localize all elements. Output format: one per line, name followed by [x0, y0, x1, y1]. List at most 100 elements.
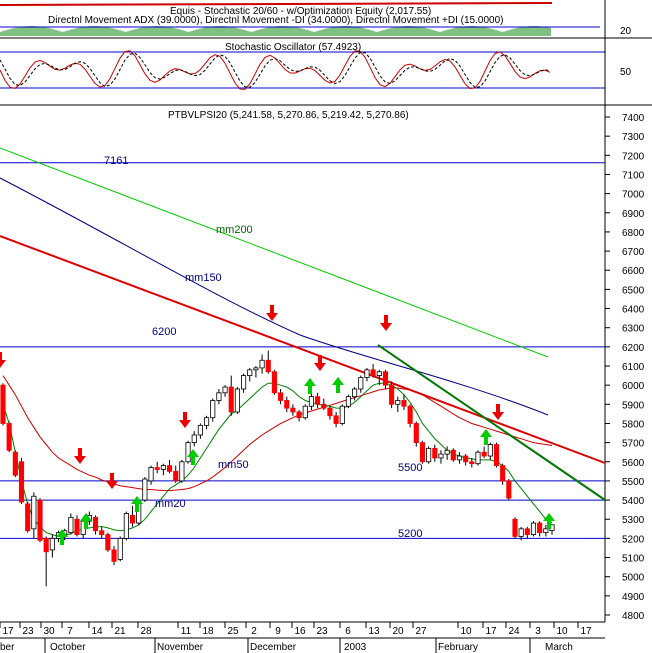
- sell-arrow-icon: [74, 448, 86, 464]
- candle-body: [290, 407, 296, 413]
- sell-arrow-icon: [179, 412, 191, 428]
- y-tick-label: 5800: [622, 419, 645, 430]
- candle-body: [123, 513, 129, 539]
- buy-arrow-icon: [480, 429, 492, 445]
- candle-body: [259, 359, 265, 369]
- y-axis: 4800 4900 5000 5100 5200 5300 5400 5500 5600 5700…: [605, 113, 645, 622]
- candle-body: [382, 371, 389, 386]
- candle-body: [197, 424, 203, 436]
- sell-arrow-icon: [314, 355, 326, 371]
- candle-body: [284, 400, 290, 409]
- candle-body: [481, 451, 487, 457]
- candle-body: [222, 386, 228, 394]
- candle-body: [204, 417, 210, 426]
- y-tick-label: 7100: [622, 170, 645, 181]
- candle-body: [31, 495, 37, 530]
- candle-body: [0, 384, 6, 424]
- candle-body: [49, 537, 55, 551]
- label-mm50: mm50: [218, 459, 249, 471]
- candle-body: [512, 518, 518, 537]
- mm150-line: [0, 177, 549, 416]
- y-tick-label: 7200: [622, 151, 645, 162]
- y-tick-label: 6000: [622, 381, 645, 392]
- x-axis: 17 23 30 7 14 21 28 11 18 25 2 9 16 23 6 13 20 27 10 17 24 3 1…: [0, 622, 592, 637]
- month-labels: ber October November December 2003 February Ma…: [0, 638, 573, 653]
- candle-body: [92, 516, 99, 532]
- buy-arrow-icon: [543, 513, 555, 529]
- month-label: ber: [0, 642, 15, 653]
- month-label: October: [50, 642, 86, 653]
- x-tick-label: 27: [415, 626, 427, 637]
- stochastic-panel: Stochastic Oscillator (57.4923) 50: [0, 42, 632, 90]
- month-label: December: [250, 642, 297, 653]
- candle-body: [389, 384, 395, 405]
- candle-body: [327, 407, 333, 417]
- candle-body: [358, 377, 364, 390]
- x-tick-label: 23: [316, 626, 328, 637]
- sell-arrow-icon: [380, 315, 392, 331]
- label-mm150: mm150: [185, 272, 222, 284]
- downtrend-trendline: [377, 344, 606, 501]
- sell-arrow-icon: [492, 404, 504, 420]
- candle-body: [68, 516, 74, 534]
- y-tick-label: 5600: [622, 458, 645, 469]
- candle-body: [216, 392, 222, 401]
- candle-body: [265, 359, 271, 373]
- x-tick-label: 10: [556, 626, 568, 637]
- candle-body: [426, 447, 432, 463]
- stoch-d-line: [0, 52, 551, 88]
- x-tick-label: 24: [508, 626, 520, 637]
- candle-body: [333, 415, 339, 424]
- candle-body: [469, 461, 475, 465]
- price-title: PTBVLPSI20 (5,241.58, 5,270.86, 5,219.42…: [168, 110, 409, 121]
- candle-body: [74, 518, 80, 535]
- y-tick-label: 4900: [622, 592, 645, 603]
- y-tick-label: 5700: [622, 439, 645, 450]
- candle-body: [395, 400, 401, 405]
- candle-body: [432, 447, 438, 459]
- candle-body: [364, 369, 370, 378]
- candle-body: [166, 465, 173, 472]
- y-tick-label: 6800: [622, 228, 645, 239]
- y-tick-label: 5400: [622, 496, 645, 507]
- candle-body: [500, 465, 506, 482]
- candle-body: [296, 411, 302, 419]
- x-tick-label: 21: [114, 626, 126, 637]
- dmi-title: Directnl Movement ADX (39.0000), Directn…: [48, 15, 503, 26]
- sell-arrow-icon: [106, 473, 118, 489]
- candle-body: [345, 396, 351, 407]
- buy-arrow-icon: [187, 449, 199, 465]
- candle-body: [99, 530, 105, 535]
- y-tick-label: 5900: [622, 400, 645, 411]
- y-tick-label: 7400: [622, 113, 645, 124]
- candle-body: [228, 386, 234, 413]
- candle-body: [407, 405, 413, 424]
- x-tick-label: 18: [202, 626, 214, 637]
- candle-body: [302, 405, 308, 419]
- candle-body: [413, 423, 419, 444]
- y-tick-label: 6100: [622, 362, 645, 373]
- candle-body: [271, 371, 277, 394]
- candle-body: [444, 449, 450, 455]
- signal-arrows: [0, 305, 555, 545]
- candle-body: [185, 442, 191, 463]
- stoch-title: Stochastic Oscillator (57.4923): [225, 42, 361, 53]
- y-tick-label: 5500: [622, 477, 645, 488]
- x-tick-label: 17: [485, 626, 497, 637]
- candle-body: [247, 369, 253, 376]
- y-tick-label: 5000: [622, 573, 645, 584]
- x-tick-label: 30: [43, 626, 55, 637]
- candle-body: [506, 480, 512, 499]
- dmi-level-label: 20: [620, 26, 632, 37]
- label-5500: 5500: [398, 462, 422, 474]
- candle-body: [487, 444, 493, 457]
- candle-body: [129, 515, 136, 524]
- label-7161: 7161: [104, 155, 128, 167]
- sell-arrow-icon: [0, 352, 6, 368]
- candle-body: [543, 528, 549, 534]
- dmi-panel: Directnl Movement ADX (39.0000), Directn…: [0, 15, 632, 37]
- candle-body: [370, 369, 376, 376]
- equity-line: [0, 2, 553, 6]
- candle-body: [105, 534, 111, 551]
